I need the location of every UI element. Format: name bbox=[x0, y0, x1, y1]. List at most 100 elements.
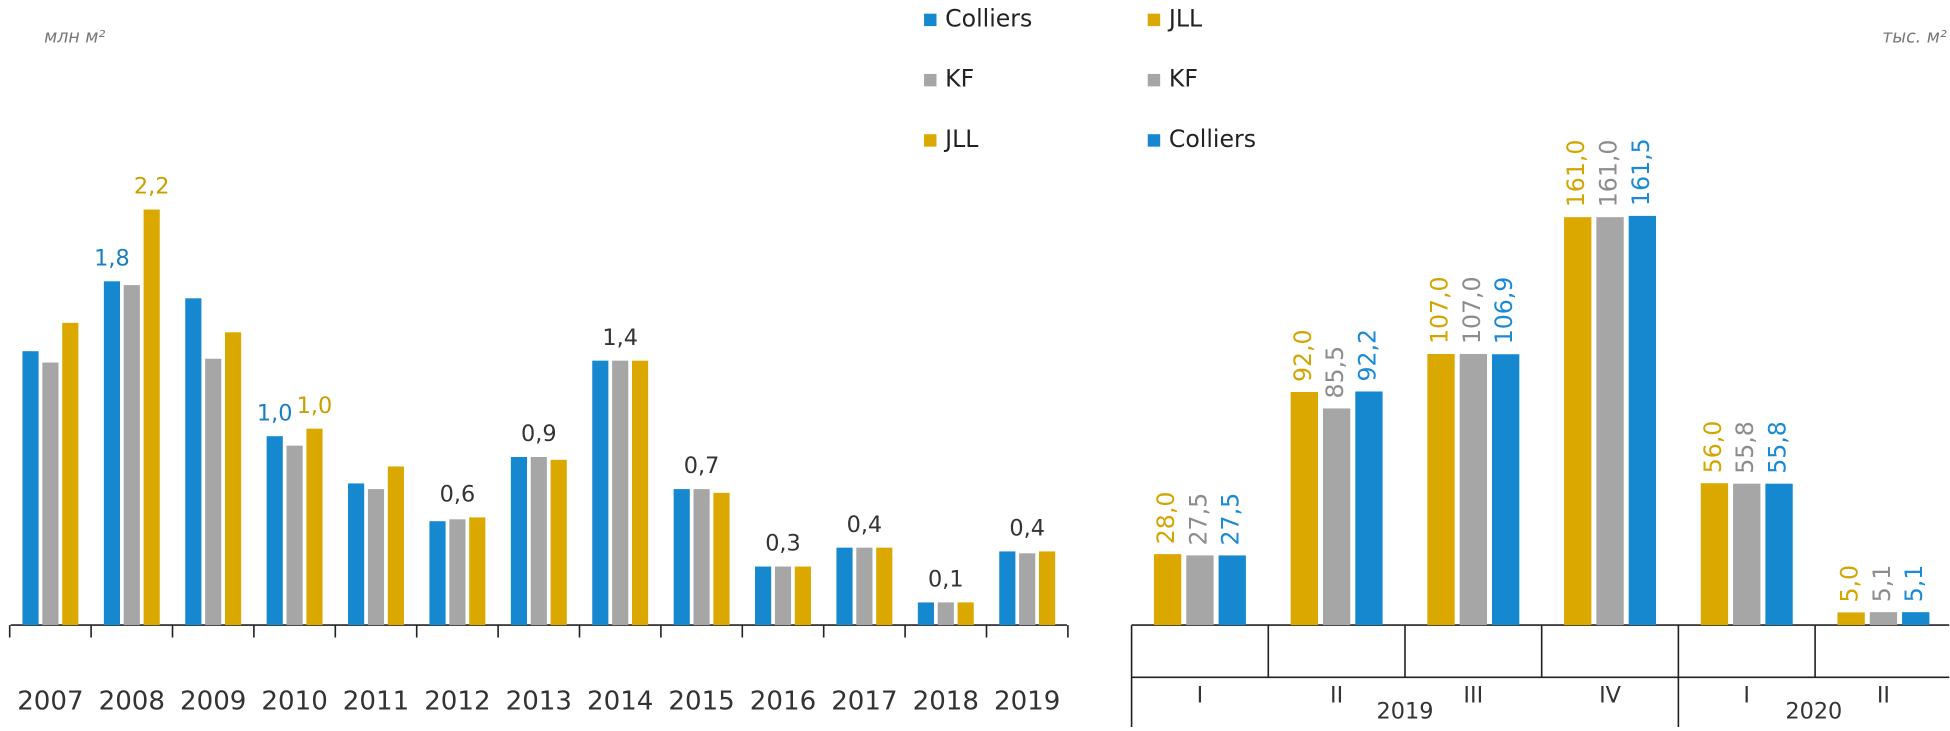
x-tick-label: 2008 bbox=[99, 687, 165, 717]
bar bbox=[348, 483, 365, 626]
bar bbox=[62, 322, 79, 626]
bar bbox=[1355, 391, 1383, 626]
bar bbox=[917, 602, 934, 626]
bar bbox=[836, 547, 853, 626]
data-label: 106,9 bbox=[1490, 277, 1518, 345]
bar bbox=[1733, 483, 1761, 626]
bar bbox=[1218, 555, 1246, 626]
bar bbox=[1459, 353, 1488, 626]
bar bbox=[1427, 353, 1455, 626]
data-label: 1,8 bbox=[94, 245, 130, 271]
x-tick-label: II bbox=[1877, 682, 1890, 708]
bar bbox=[856, 547, 873, 626]
legend-label: Colliers bbox=[1169, 125, 1256, 153]
legend-marker bbox=[924, 134, 937, 147]
data-label: 0,6 bbox=[440, 482, 476, 508]
bar bbox=[592, 360, 609, 626]
bar bbox=[1596, 217, 1624, 626]
data-label: 1,0 bbox=[257, 400, 293, 426]
bar bbox=[286, 445, 303, 626]
data-label: 55,8 bbox=[1764, 421, 1792, 474]
bar bbox=[673, 489, 690, 626]
bar bbox=[266, 436, 283, 626]
bar bbox=[612, 360, 629, 626]
bar bbox=[1153, 554, 1182, 626]
bar bbox=[225, 332, 242, 626]
data-label: 161,0 bbox=[1595, 140, 1623, 208]
bar bbox=[123, 285, 140, 626]
bar bbox=[22, 351, 39, 626]
x-tick-label: 2014 bbox=[587, 687, 653, 717]
x-tick-label: 2007 bbox=[17, 687, 83, 717]
bar bbox=[510, 456, 527, 626]
bar bbox=[876, 547, 893, 626]
data-label: 27,5 bbox=[1217, 493, 1245, 546]
bar bbox=[774, 566, 792, 626]
bar bbox=[143, 209, 160, 626]
bar bbox=[1902, 612, 1930, 626]
bar bbox=[937, 602, 954, 626]
data-label: 161,5 bbox=[1627, 138, 1655, 206]
data-label: 28,0 bbox=[1152, 492, 1180, 545]
data-label: 107,0 bbox=[1458, 276, 1486, 344]
bar bbox=[1019, 553, 1036, 626]
data-label: 56,0 bbox=[1699, 421, 1727, 474]
bar bbox=[367, 489, 385, 626]
data-label: 5,1 bbox=[1900, 565, 1928, 603]
legend-marker bbox=[1147, 73, 1161, 87]
x-tick-label: 2017 bbox=[831, 687, 897, 717]
bar bbox=[1564, 217, 1592, 626]
data-label: 5,1 bbox=[1868, 565, 1896, 603]
x-tick-label: 2019 bbox=[994, 687, 1060, 717]
legend-marker bbox=[1147, 134, 1161, 147]
bar bbox=[1628, 215, 1657, 626]
data-label: 27,5 bbox=[1184, 493, 1212, 546]
data-label: 1,0 bbox=[297, 393, 333, 419]
bar bbox=[1765, 483, 1793, 626]
x-tick-label: 2015 bbox=[668, 687, 734, 717]
bar bbox=[1322, 408, 1351, 626]
bar bbox=[449, 519, 466, 626]
bar bbox=[1039, 551, 1056, 626]
x-tick-label: 2009 bbox=[180, 687, 246, 717]
legend-label: KF bbox=[945, 65, 974, 93]
x-tick-label: 2013 bbox=[506, 687, 572, 717]
x-tick-label: I bbox=[1743, 682, 1750, 708]
legend-label: KF bbox=[1169, 65, 1198, 93]
data-label: 1,4 bbox=[602, 325, 638, 351]
legend-marker bbox=[1147, 13, 1161, 27]
data-label: 161,0 bbox=[1562, 140, 1590, 208]
x-tick-label: III bbox=[1463, 682, 1483, 708]
bar bbox=[794, 566, 811, 626]
bar bbox=[103, 281, 120, 626]
bar bbox=[185, 298, 202, 626]
bar bbox=[1290, 391, 1318, 626]
x-tick-label: 2011 bbox=[343, 687, 409, 717]
y-axis-label: млн м² bbox=[44, 27, 105, 47]
data-label: 5,0 bbox=[1836, 565, 1864, 603]
bar bbox=[693, 489, 710, 626]
bar bbox=[632, 360, 649, 626]
data-label: 92,0 bbox=[1289, 329, 1317, 382]
data-label: 85,5 bbox=[1321, 346, 1349, 399]
bar bbox=[205, 358, 222, 626]
data-label: 0,1 bbox=[928, 567, 964, 593]
bar bbox=[957, 602, 974, 626]
bar bbox=[1491, 354, 1520, 626]
legend-marker bbox=[924, 73, 937, 87]
x-tick-label: 2010 bbox=[261, 687, 327, 717]
bar bbox=[530, 456, 547, 626]
data-label: 0,4 bbox=[847, 512, 883, 538]
y-axis-label: тыс. м² bbox=[1882, 27, 1947, 47]
bar bbox=[1869, 612, 1898, 626]
data-label: 0,4 bbox=[1009, 516, 1045, 542]
group-label: 2019 bbox=[1377, 699, 1434, 725]
x-tick-label: IV bbox=[1599, 682, 1622, 708]
group-label: 2020 bbox=[1785, 699, 1842, 725]
data-label: 92,2 bbox=[1353, 329, 1381, 382]
data-label: 0,9 bbox=[521, 421, 557, 447]
bar bbox=[999, 551, 1016, 626]
legend-label: Colliers bbox=[945, 4, 1032, 32]
bar bbox=[1700, 483, 1729, 626]
